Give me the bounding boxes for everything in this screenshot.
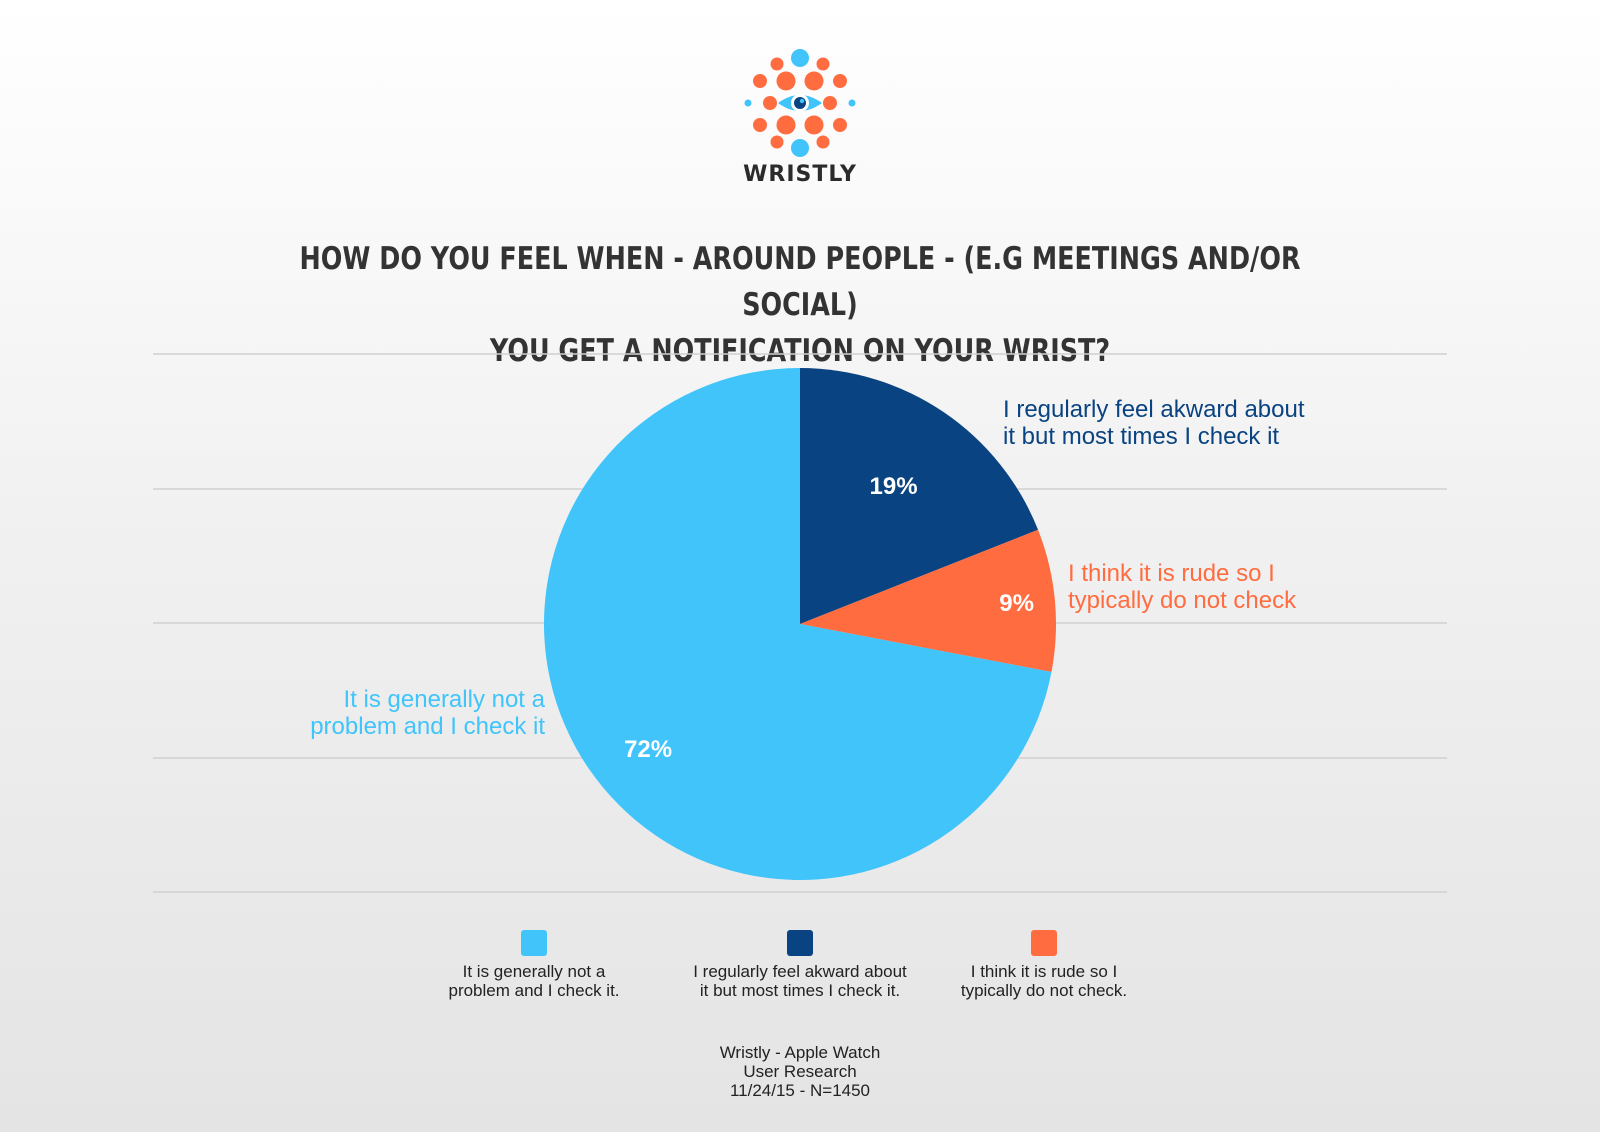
legend-swatch bbox=[787, 930, 813, 956]
callout-akward: I regularly feel akward about it but mos… bbox=[1003, 396, 1305, 450]
pie-slice-akward bbox=[800, 368, 1039, 624]
chart-title: HOW DO YOU FEEL WHEN - AROUND PEOPLE - (… bbox=[267, 236, 1333, 374]
legend-label-line-2: typically do not check. bbox=[960, 981, 1128, 1000]
legend-label-line-1: It is generally not a bbox=[462, 962, 606, 981]
callout-rude: I think it is rude so I typically do not… bbox=[1068, 560, 1296, 614]
callout-rude-line-1: I think it is rude so I bbox=[1068, 560, 1275, 587]
legend-label-line-1: I think it is rude so I bbox=[970, 962, 1118, 981]
callout-rude-line-2: typically do not check bbox=[1068, 587, 1297, 614]
legend-label-line-1: I regularly feel akward about bbox=[693, 962, 907, 981]
eye-icon bbox=[778, 94, 822, 112]
legend-item-akward: I regularly feel akward about it but mos… bbox=[670, 930, 930, 1000]
callout-akward-line-1: I regularly feel akward about bbox=[1003, 396, 1305, 423]
value-label: 19% bbox=[870, 473, 918, 500]
brand-logo bbox=[744, 49, 856, 157]
footer-line-3: 11/24/15 - N=1450 bbox=[729, 1081, 871, 1100]
legend-label: I regularly feel akward about it but mos… bbox=[670, 962, 930, 1000]
callout-not-a-problem: It is generally not a problem and I chec… bbox=[245, 686, 545, 740]
logo-dots bbox=[744, 49, 856, 157]
value-label: 72% bbox=[624, 736, 672, 763]
legend-label-line-2: it but most times I check it. bbox=[699, 981, 901, 1000]
callout-not-a-problem-line-2: problem and I check it bbox=[310, 713, 545, 740]
pie-slices bbox=[544, 368, 1056, 880]
value-label: 9% bbox=[999, 590, 1034, 617]
pie-slice-rude bbox=[800, 529, 1056, 672]
legend-label: I think it is rude so I typically do not… bbox=[914, 962, 1174, 1000]
callout-akward-line-2: it but most times I check it bbox=[1003, 423, 1280, 450]
footer-credit: Wristly - Apple Watch User Research 11/2… bbox=[600, 1043, 1000, 1100]
legend-swatch bbox=[1031, 930, 1057, 956]
legend-label: It is generally not a problem and I chec… bbox=[404, 962, 664, 1000]
legend-item-rude: I think it is rude so I typically do not… bbox=[914, 930, 1174, 1000]
legend-swatch bbox=[521, 930, 547, 956]
brand-name: WRISTLY bbox=[743, 162, 857, 187]
value-labels: 19% 9% 72% bbox=[624, 473, 1034, 763]
legend-label-line-2: problem and I check it. bbox=[448, 981, 620, 1000]
footer-line-1: Wristly - Apple Watch bbox=[719, 1043, 881, 1062]
footer-line-2: User Research bbox=[743, 1062, 857, 1081]
callout-not-a-problem-line-1: It is generally not a bbox=[343, 686, 545, 713]
chart-title-line-1: HOW DO YOU FEEL WHEN - AROUND PEOPLE - (… bbox=[299, 241, 1301, 323]
chart-title-line-2: YOU GET A NOTIFICATION ON YOUR WRIST? bbox=[489, 333, 1111, 369]
pie-slice-not-a-problem bbox=[544, 368, 1052, 880]
legend-item-not-a-problem: It is generally not a problem and I chec… bbox=[404, 930, 664, 1000]
